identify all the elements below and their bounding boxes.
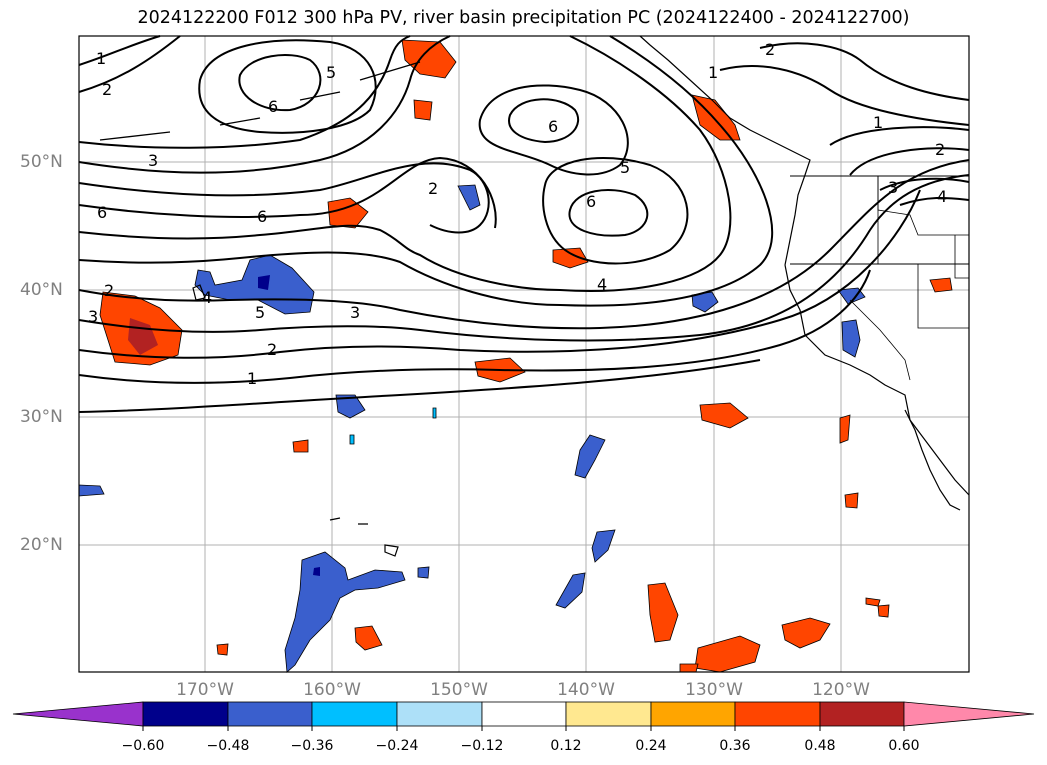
colorbar-segment <box>819 701 905 727</box>
colorbar-extend-high <box>903 701 1035 727</box>
precip-blob <box>457 184 481 211</box>
lon-label: 170°W <box>176 680 234 700</box>
contour-label: 3 <box>350 303 360 322</box>
precip-blob <box>691 94 741 141</box>
contour-label: 6 <box>257 207 267 226</box>
precip-blob <box>335 394 366 419</box>
colorbar-tick-label: −0.36 <box>290 738 334 754</box>
lat-label: 20°N <box>20 535 63 555</box>
lat-label: 30°N <box>20 407 63 427</box>
precip-blob <box>844 492 859 509</box>
precip-blob <box>555 572 586 609</box>
precip-blob <box>781 617 831 649</box>
contour-label: 3 <box>888 178 898 197</box>
graticule <box>79 36 969 672</box>
lon-label: 160°W <box>303 680 361 700</box>
coastline <box>99 35 970 557</box>
precip-blob <box>417 566 430 579</box>
contour-label: 4 <box>202 288 212 307</box>
contour-label: 2 <box>102 80 112 99</box>
colorbar-tick-label: 0.24 <box>635 738 667 754</box>
precip-blob <box>679 663 699 673</box>
colorbar-segment <box>734 701 821 727</box>
lon-label: 140°W <box>557 680 615 700</box>
colorbar-segment <box>142 701 229 727</box>
contour-label: 5 <box>620 158 630 177</box>
colorbar-tick-label: 0.60 <box>888 738 920 754</box>
contour-label: 4 <box>937 187 947 206</box>
contour-label: 1 <box>708 63 718 82</box>
precip-blob <box>216 643 229 656</box>
contour-label: 5 <box>326 63 336 82</box>
contour-label: 6 <box>268 97 278 116</box>
colorbar-tick-label: 0.48 <box>804 738 836 754</box>
pv-contours <box>78 35 970 413</box>
precip-blob <box>413 99 433 121</box>
contour-label: 6 <box>97 203 107 222</box>
contour-label: 1 <box>873 113 883 132</box>
colorbar-segment <box>396 701 483 727</box>
precip-blob <box>929 277 953 293</box>
precip-blob <box>349 434 355 445</box>
contour-label: 1 <box>96 49 106 68</box>
precip-blob <box>354 625 383 651</box>
colorbar-segment <box>565 701 652 727</box>
colorbar-tick-label: 0.12 <box>550 738 582 754</box>
contour-label: 2 <box>765 40 775 59</box>
precip-blob <box>591 529 616 563</box>
contour-label: 6 <box>548 117 558 136</box>
colorbar-segment <box>311 701 398 727</box>
lat-label: 50°N <box>20 152 63 172</box>
precip-blob <box>574 434 606 479</box>
precip-blob <box>699 402 749 429</box>
contour-label: 4 <box>597 275 607 294</box>
contour-label: 2 <box>267 340 277 359</box>
precip-blob <box>647 582 679 643</box>
colorbar-segment <box>227 701 313 727</box>
precip-blob <box>877 604 890 618</box>
colorbar-extend-low <box>12 701 144 727</box>
precip-blob <box>552 247 589 269</box>
contour-label: 5 <box>255 303 265 322</box>
lat-label: 40°N <box>20 280 63 300</box>
colorbar-segment <box>650 701 736 727</box>
precip-blob <box>841 319 861 358</box>
lon-label: 150°W <box>430 680 488 700</box>
contour-label: 3 <box>88 307 98 326</box>
precip-blob <box>292 439 309 453</box>
map-panel: 1 2 3 6 6 6 5 4 2 6 5 4 3 2 1 1 2 1 2 4 … <box>78 35 970 673</box>
contour-label: 6 <box>586 192 596 211</box>
contour-label: 3 <box>148 151 158 170</box>
precip-blob <box>258 275 270 290</box>
contour-label: 2 <box>104 281 114 300</box>
precip-blob <box>313 567 320 576</box>
colorbar-tick-label: −0.12 <box>460 738 504 754</box>
colorbar-tick-label: 0.36 <box>719 738 751 754</box>
lon-label: 120°W <box>812 680 870 700</box>
precip-blob <box>284 551 406 673</box>
colorbar-tick-label: −0.60 <box>121 738 165 754</box>
precip-blob <box>432 407 437 419</box>
precip-blob <box>839 414 851 444</box>
colorbar-tick-label: −0.48 <box>206 738 250 754</box>
colorbar <box>12 701 1035 731</box>
precip-blob <box>78 484 105 497</box>
map-border <box>78 35 970 673</box>
colorbar-tick-label: −0.24 <box>375 738 419 754</box>
colorbar-segment <box>481 701 567 727</box>
contour-label: 1 <box>247 369 257 388</box>
pv-contour-labels: 1 2 3 6 6 6 5 4 2 6 5 4 3 2 1 1 2 1 2 4 … <box>88 40 947 388</box>
precip-blob <box>327 197 369 229</box>
contour-label: 2 <box>428 179 438 198</box>
lon-label: 130°W <box>685 680 743 700</box>
contour-label: 2 <box>935 140 945 159</box>
map-title: 2024122200 F012 300 hPa PV, river basin … <box>137 8 910 28</box>
